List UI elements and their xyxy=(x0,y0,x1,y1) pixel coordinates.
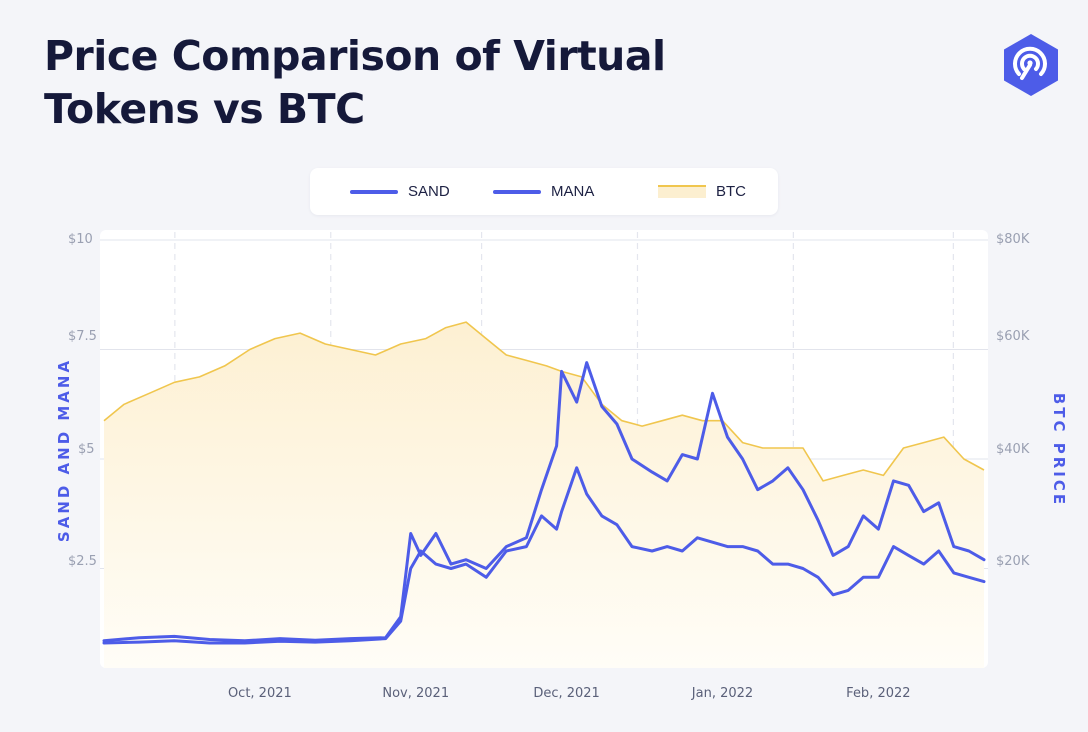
chart-title: Price Comparison of Virtual Tokens vs BT… xyxy=(44,30,804,136)
left-tick-label: $2.5 xyxy=(68,554,97,569)
title-line-2: Tokens vs BTC xyxy=(44,85,365,133)
legend-label-mana: MANA xyxy=(551,183,595,200)
legend-item-btc: BTC xyxy=(658,168,746,215)
x-tick-label: Dec, 2021 xyxy=(533,686,600,701)
legend-label-sand: SAND xyxy=(408,183,450,200)
series-btc-line xyxy=(103,321,985,482)
chart-legend: SAND MANA BTC xyxy=(310,168,778,215)
x-tick-labels: Oct, 2021 Nov, 2021 Dec, 2021 Jan, 2022 Feb,… xyxy=(228,686,911,701)
x-tick-label: Nov, 2021 xyxy=(382,686,449,701)
x-tick-label: Jan, 2022 xyxy=(691,686,753,701)
left-tick-label: $10 xyxy=(68,232,93,247)
right-tick-label: $40K xyxy=(996,442,1030,457)
right-tick-label: $20K xyxy=(996,554,1030,569)
right-tick-label: $80K xyxy=(996,232,1030,247)
left-tick-label: $5 xyxy=(78,442,95,457)
series-mana-line xyxy=(102,466,986,645)
legend-swatch-sand xyxy=(350,189,398,194)
series-btc-area xyxy=(104,322,984,668)
x-tick-label: Feb, 2022 xyxy=(846,686,910,701)
coin-radar-logo-icon xyxy=(1004,34,1058,96)
legend-label-btc: BTC xyxy=(716,183,746,200)
title-line-1: Price Comparison of Virtual xyxy=(44,32,666,80)
legend-swatch-mana xyxy=(493,189,541,194)
left-tick-label: $7.5 xyxy=(68,329,97,344)
x-tick-label: Oct, 2021 xyxy=(228,686,292,701)
legend-swatch-btc xyxy=(658,185,706,198)
series-layer xyxy=(102,321,986,668)
legend-item-mana: MANA xyxy=(493,168,594,215)
legend-item-sand: SAND xyxy=(350,168,450,215)
right-tick-label: $60K xyxy=(996,329,1030,344)
